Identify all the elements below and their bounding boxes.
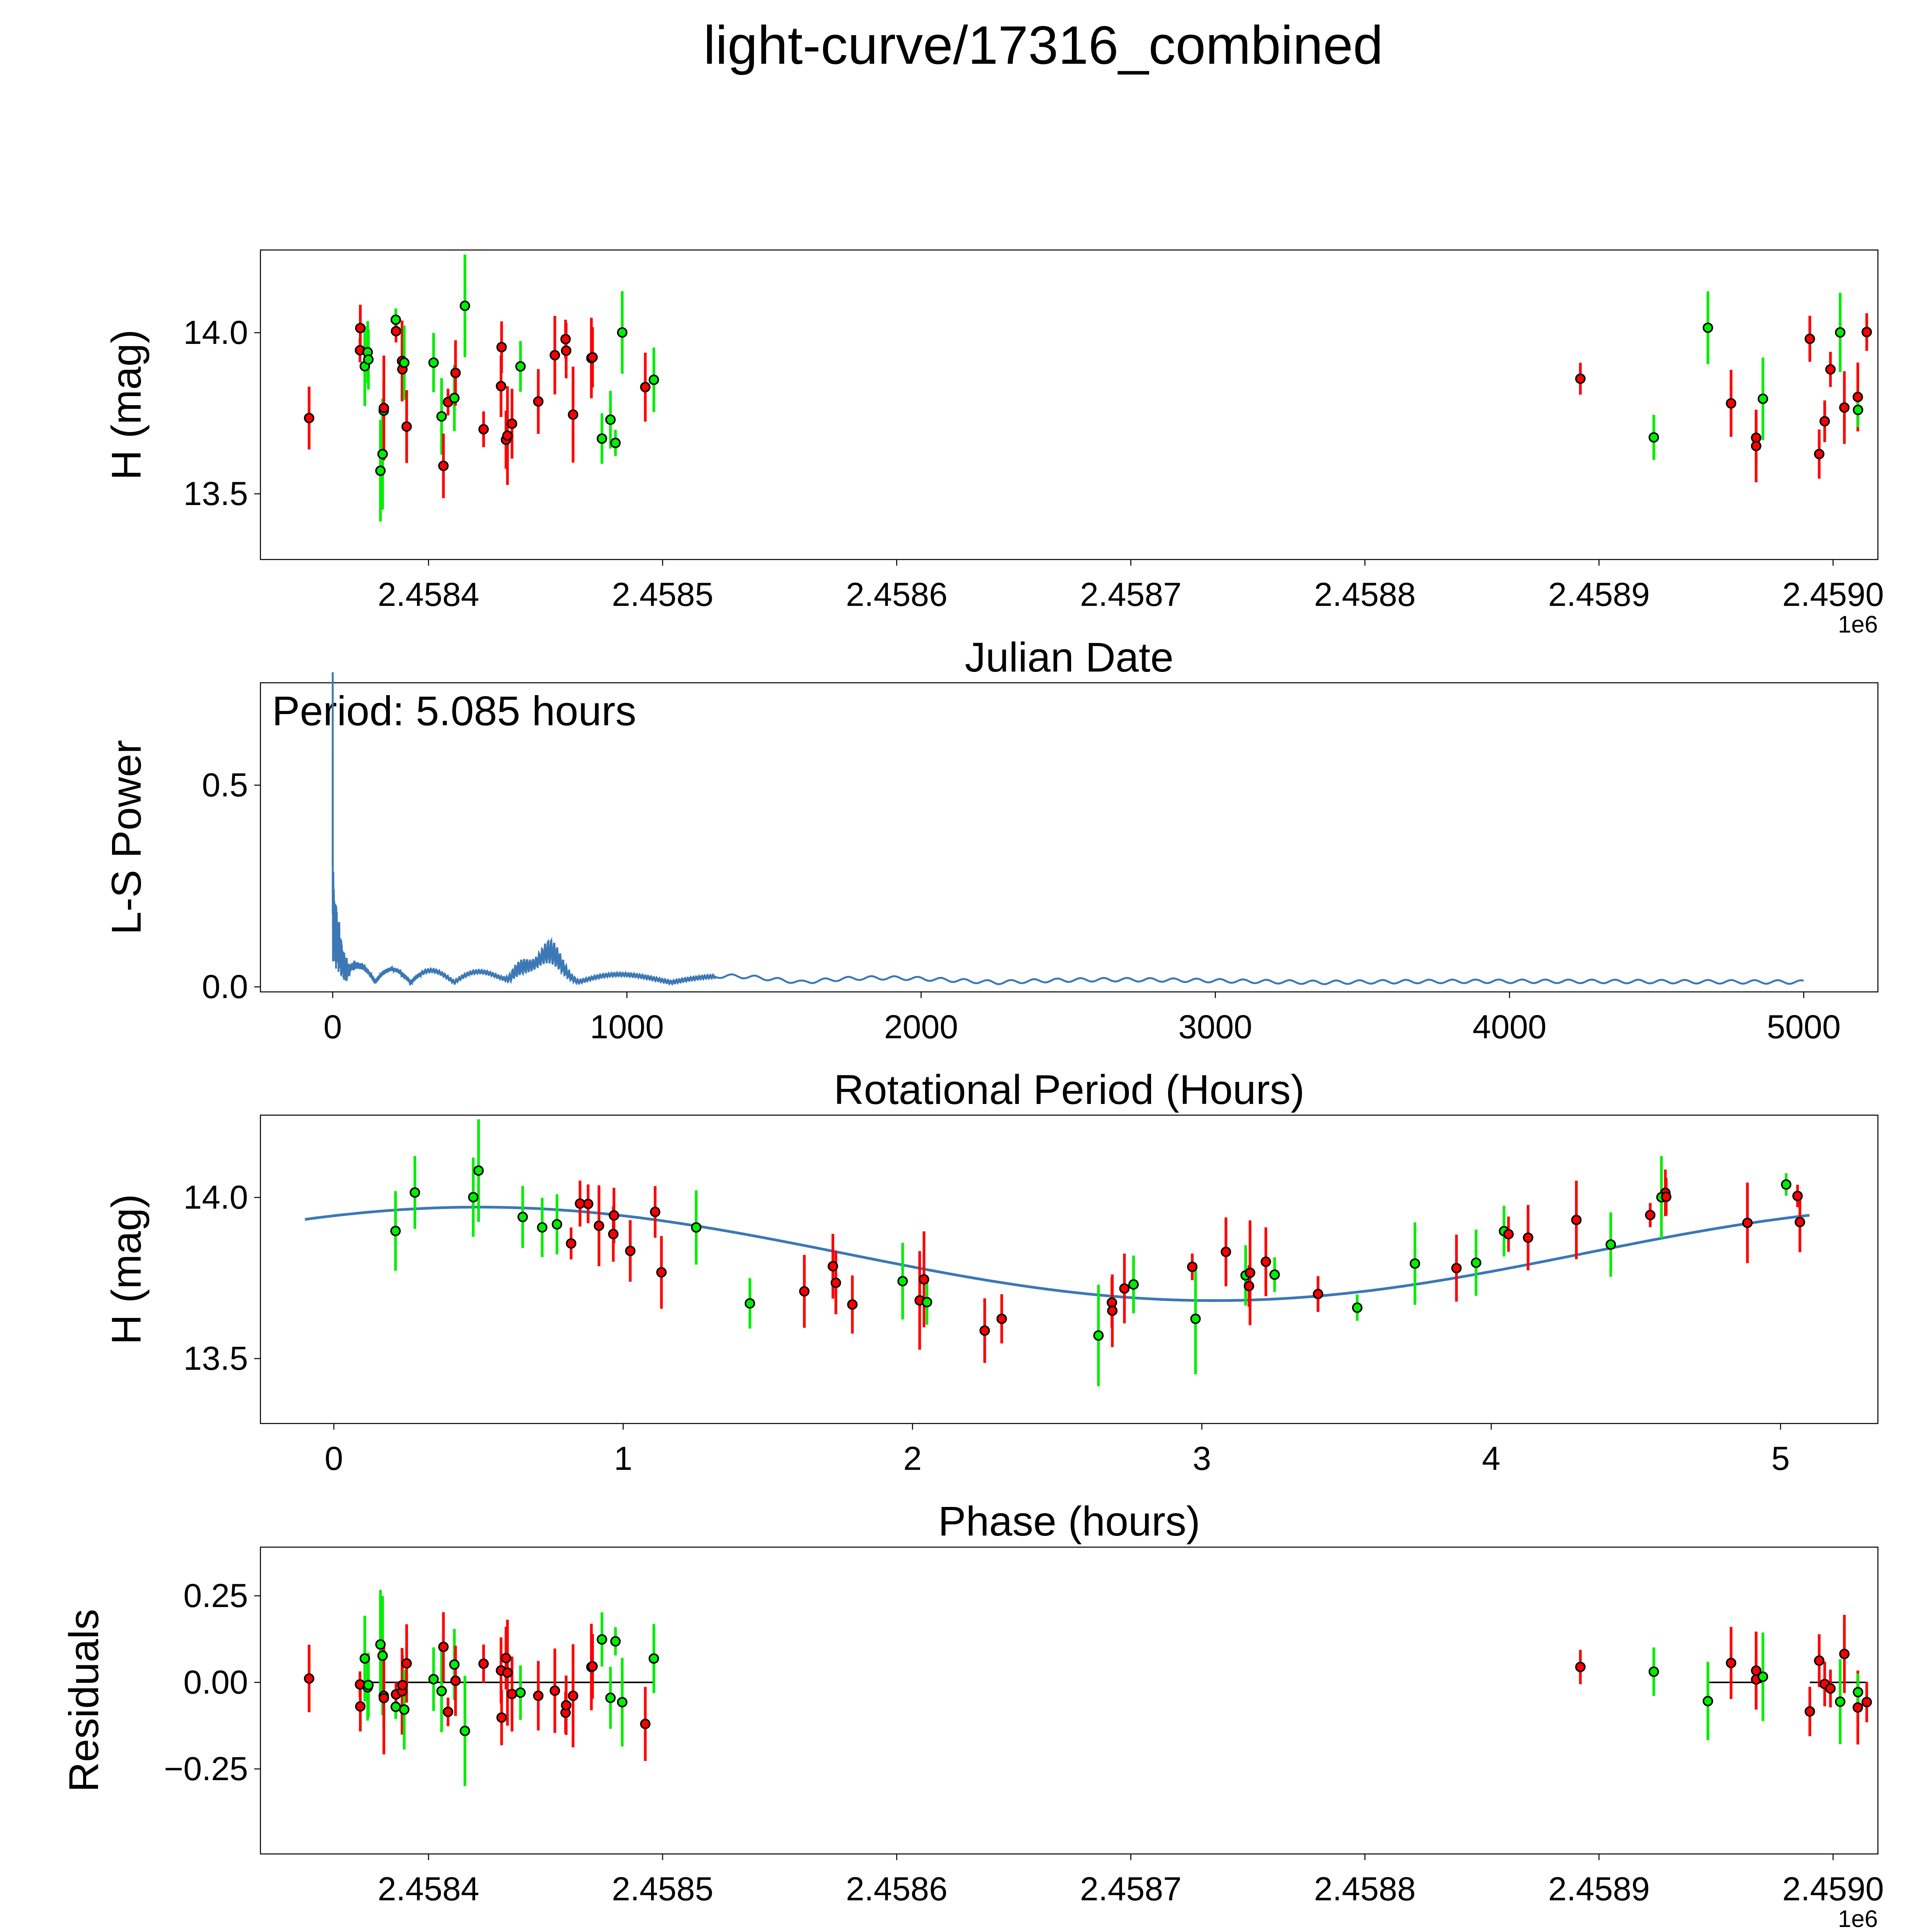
- svg-text:Rotational Period (Hours): Rotational Period (Hours): [834, 1066, 1305, 1113]
- svg-text:2.4589: 2.4589: [1548, 1871, 1650, 1908]
- svg-text:Phase (hours): Phase (hours): [938, 1498, 1200, 1544]
- svg-text:5: 5: [1771, 1440, 1790, 1477]
- svg-text:L-S Power: L-S Power: [103, 740, 150, 935]
- svg-text:1000: 1000: [590, 1009, 664, 1046]
- svg-text:1: 1: [614, 1440, 633, 1477]
- svg-text:4: 4: [1482, 1440, 1500, 1477]
- svg-text:0.25: 0.25: [184, 1577, 248, 1614]
- svg-text:0.0: 0.0: [202, 968, 248, 1005]
- svg-text:2.4588: 2.4588: [1314, 1871, 1416, 1908]
- svg-text:1e6: 1e6: [1838, 1906, 1878, 1932]
- svg-text:2.4588: 2.4588: [1314, 576, 1416, 613]
- svg-text:2.4586: 2.4586: [846, 1871, 947, 1908]
- svg-text:2.4589: 2.4589: [1548, 576, 1650, 613]
- svg-text:2000: 2000: [884, 1009, 958, 1046]
- svg-text:4000: 4000: [1473, 1009, 1546, 1046]
- svg-text:2.4590: 2.4590: [1782, 576, 1884, 613]
- svg-text:0.00: 0.00: [184, 1664, 248, 1701]
- svg-text:13.5: 13.5: [184, 475, 248, 512]
- svg-text:2.4587: 2.4587: [1080, 1871, 1182, 1908]
- svg-text:H (mag): H (mag): [103, 329, 150, 480]
- svg-text:Julian Date: Julian Date: [965, 1928, 1173, 1932]
- svg-text:Residuals: Residuals: [60, 1609, 107, 1792]
- svg-text:0: 0: [325, 1440, 343, 1477]
- svg-text:1e6: 1e6: [1838, 611, 1878, 638]
- svg-text:2.4584: 2.4584: [378, 576, 479, 613]
- svg-text:light-curve/17316_combined: light-curve/17316_combined: [704, 15, 1383, 75]
- svg-text:0.5: 0.5: [202, 767, 248, 804]
- svg-text:2.4586: 2.4586: [846, 576, 947, 613]
- svg-text:13.5: 13.5: [184, 1340, 248, 1377]
- svg-text:2.4585: 2.4585: [612, 576, 713, 613]
- svg-text:0: 0: [323, 1009, 342, 1046]
- svg-text:Period: 5.085 hours: Period: 5.085 hours: [272, 687, 636, 734]
- svg-text:H (mag): H (mag): [103, 1194, 150, 1345]
- svg-text:−0.25: −0.25: [164, 1750, 248, 1787]
- svg-text:5000: 5000: [1767, 1009, 1840, 1046]
- svg-text:14.0: 14.0: [184, 314, 248, 351]
- svg-text:2.4584: 2.4584: [378, 1871, 479, 1908]
- svg-text:3000: 3000: [1179, 1009, 1252, 1046]
- svg-text:Julian Date: Julian Date: [965, 634, 1173, 680]
- svg-text:2.4585: 2.4585: [612, 1871, 713, 1908]
- svg-text:2.4590: 2.4590: [1782, 1871, 1884, 1908]
- svg-text:2.4587: 2.4587: [1080, 576, 1182, 613]
- svg-text:3: 3: [1192, 1440, 1211, 1477]
- svg-text:2: 2: [903, 1440, 922, 1477]
- svg-text:14.0: 14.0: [184, 1179, 248, 1216]
